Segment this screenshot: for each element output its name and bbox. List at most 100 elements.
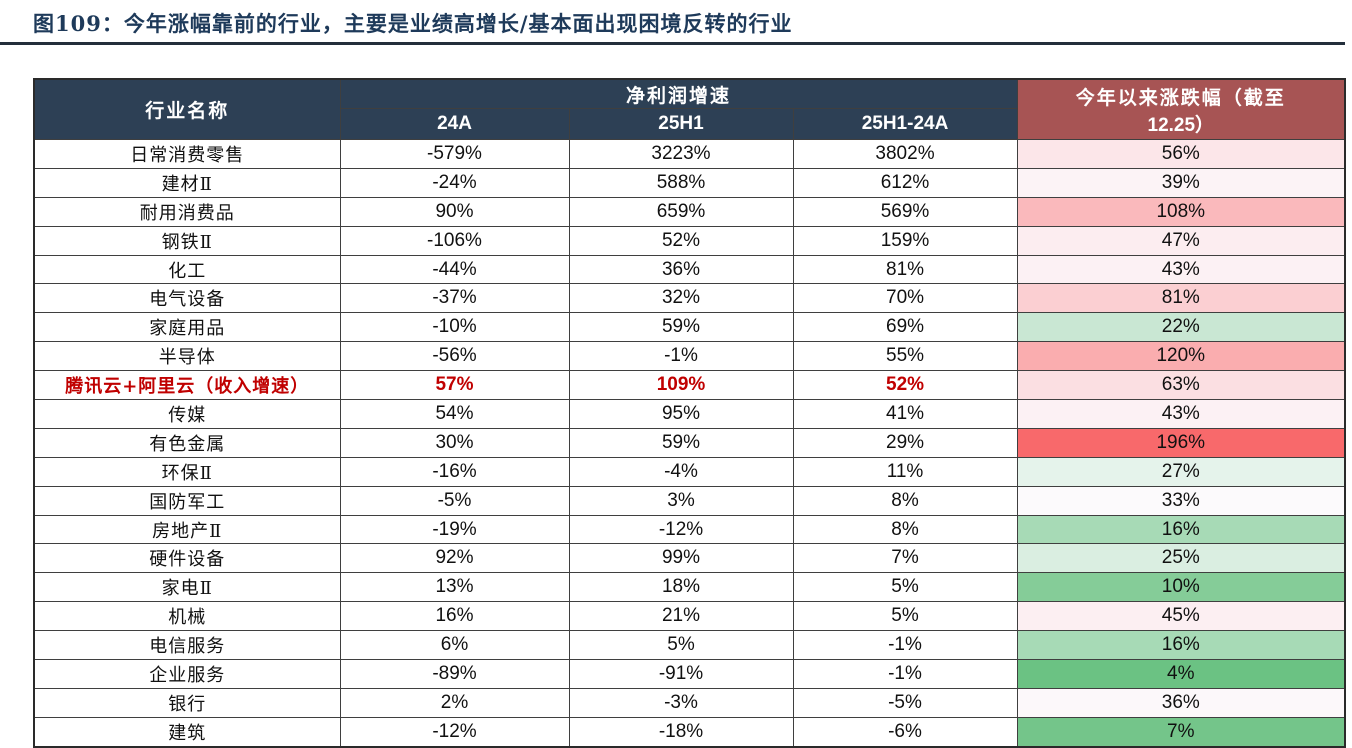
cell-24a: 13% bbox=[339, 572, 570, 603]
cell-25h1: 59% bbox=[568, 312, 794, 343]
cell-25h1-24a: -5% bbox=[792, 687, 1018, 718]
cell-24a: -106% bbox=[339, 225, 570, 256]
table-row: 建材Ⅱ -24% 588% 612% 39% bbox=[33, 167, 1346, 198]
cell-24a: 57% bbox=[339, 370, 570, 401]
cell-24a: -44% bbox=[339, 254, 570, 285]
cell-25h1: 5% bbox=[568, 630, 794, 661]
table-row: 银行 2% -3% -5% 36% bbox=[33, 687, 1346, 718]
cell-25h1-24a: -1% bbox=[792, 659, 1018, 689]
cell-24a: 54% bbox=[339, 399, 570, 429]
cell-industry-name: 电信服务 bbox=[33, 630, 341, 661]
cell-ytd-change: 10% bbox=[1016, 572, 1346, 603]
header-industry-name: 行业名称 bbox=[33, 78, 341, 140]
cell-25h1-24a: -1% bbox=[792, 630, 1018, 661]
cell-25h1-24a: 569% bbox=[792, 196, 1018, 227]
table-row: 国防军工 -5% 3% 8% 33% bbox=[33, 485, 1346, 516]
cell-25h1-24a: 3802% bbox=[792, 139, 1018, 169]
cell-25h1-24a: 5% bbox=[792, 572, 1018, 603]
cell-25h1: 3223% bbox=[568, 139, 794, 169]
cell-ytd-change: 16% bbox=[1016, 630, 1346, 661]
cell-24a: -12% bbox=[339, 716, 570, 748]
cell-25h1: 52% bbox=[568, 225, 794, 256]
cell-25h1: 109% bbox=[568, 370, 794, 401]
cell-industry-name: 家电Ⅱ bbox=[33, 572, 341, 603]
cell-25h1-24a: 81% bbox=[792, 254, 1018, 285]
table-row: 日常消费零售 -579% 3223% 3802% 56% bbox=[33, 139, 1346, 169]
cell-industry-name: 房地产Ⅱ bbox=[33, 514, 341, 545]
industry-gains-table: 行业名称 净利润增速 今年以来涨跌幅（截至 12.25） 24A 25H1 25… bbox=[33, 78, 1347, 748]
cell-25h1-24a: 8% bbox=[792, 485, 1018, 516]
cell-25h1: 59% bbox=[568, 427, 794, 458]
cell-ytd-change: 120% bbox=[1016, 341, 1346, 372]
cell-25h1: -12% bbox=[568, 514, 794, 545]
cell-ytd-change: 108% bbox=[1016, 196, 1346, 227]
cell-25h1-24a: 55% bbox=[792, 341, 1018, 372]
header-ytd-change: 今年以来涨跌幅（截至 12.25） bbox=[1016, 78, 1346, 140]
cell-24a: -5% bbox=[339, 485, 570, 516]
cell-25h1: 588% bbox=[568, 167, 794, 198]
cell-ytd-change: 22% bbox=[1016, 312, 1346, 343]
cell-24a: -37% bbox=[339, 283, 570, 314]
cell-25h1: -4% bbox=[568, 456, 794, 487]
cell-25h1: 95% bbox=[568, 399, 794, 429]
header-25h1: 25H1 bbox=[568, 108, 794, 140]
cell-25h1-24a: -6% bbox=[792, 716, 1018, 748]
cell-industry-name: 日常消费零售 bbox=[33, 139, 341, 169]
table-row: 家庭用品 -10% 59% 69% 22% bbox=[33, 312, 1346, 343]
table-row: 传媒 54% 95% 41% 43% bbox=[33, 399, 1346, 429]
cell-25h1-24a: 612% bbox=[792, 167, 1018, 198]
table-row: 腾讯云+阿里云（收入增速） 57% 109% 52% 63% bbox=[33, 370, 1346, 401]
cell-ytd-change: 36% bbox=[1016, 687, 1346, 718]
cell-25h1: 99% bbox=[568, 543, 794, 574]
cell-ytd-change: 56% bbox=[1016, 139, 1346, 169]
cell-24a: -10% bbox=[339, 312, 570, 343]
table-row: 环保Ⅱ -16% -4% 11% 27% bbox=[33, 456, 1346, 487]
cell-24a: -24% bbox=[339, 167, 570, 198]
header-24a: 24A bbox=[339, 108, 570, 140]
cell-25h1-24a: 29% bbox=[792, 427, 1018, 458]
cell-ytd-change: 16% bbox=[1016, 514, 1346, 545]
cell-25h1: 32% bbox=[568, 283, 794, 314]
cell-25h1-24a: 5% bbox=[792, 601, 1018, 632]
table-row: 耐用消费品 90% 659% 569% 108% bbox=[33, 196, 1346, 227]
header-ytd-change-line1: 今年以来涨跌幅（截至 bbox=[1075, 86, 1286, 109]
cell-24a: 30% bbox=[339, 427, 570, 458]
cell-ytd-change: 45% bbox=[1016, 601, 1346, 632]
cell-ytd-change: 196% bbox=[1016, 427, 1346, 458]
cell-industry-name: 环保Ⅱ bbox=[33, 456, 341, 487]
cell-25h1-24a: 11% bbox=[792, 456, 1018, 487]
cell-industry-name: 化工 bbox=[33, 254, 341, 285]
table-header: 行业名称 净利润增速 今年以来涨跌幅（截至 12.25） 24A 25H1 25… bbox=[33, 78, 1346, 140]
cell-industry-name: 钢铁Ⅱ bbox=[33, 225, 341, 256]
cell-25h1: 21% bbox=[568, 601, 794, 632]
cell-24a: 90% bbox=[339, 196, 570, 227]
cell-ytd-change: 27% bbox=[1016, 456, 1346, 487]
cell-25h1: -3% bbox=[568, 687, 794, 718]
header-ytd-change-line2: 12.25） bbox=[1147, 114, 1215, 136]
table-row: 钢铁Ⅱ -106% 52% 159% 47% bbox=[33, 225, 1346, 256]
table-row: 半导体 -56% -1% 55% 120% bbox=[33, 341, 1346, 372]
cell-industry-name: 国防军工 bbox=[33, 485, 341, 516]
cell-industry-name: 建筑 bbox=[33, 716, 341, 748]
table-body: 日常消费零售 -579% 3223% 3802% 56% 建材Ⅱ -24% 588% 612% 3… bbox=[33, 139, 1346, 748]
cell-industry-name: 半导体 bbox=[33, 341, 341, 372]
header-net-profit-growth: 净利润增速 bbox=[339, 78, 1018, 109]
cell-industry-name: 银行 bbox=[33, 687, 341, 718]
cell-industry-name: 耐用消费品 bbox=[33, 196, 341, 227]
cell-24a: 2% bbox=[339, 687, 570, 718]
table-row: 化工 -44% 36% 81% 43% bbox=[33, 254, 1346, 285]
cell-24a: 6% bbox=[339, 630, 570, 661]
cell-24a: 92% bbox=[339, 543, 570, 574]
cell-25h1: 659% bbox=[568, 196, 794, 227]
cell-24a: -19% bbox=[339, 514, 570, 545]
table-row: 硬件设备 92% 99% 7% 25% bbox=[33, 543, 1346, 574]
table-row: 有色金属 30% 59% 29% 196% bbox=[33, 427, 1346, 458]
cell-ytd-change: 47% bbox=[1016, 225, 1346, 256]
cell-industry-name: 硬件设备 bbox=[33, 543, 341, 574]
table-row: 机械 16% 21% 5% 45% bbox=[33, 601, 1346, 632]
cell-25h1-24a: 41% bbox=[792, 399, 1018, 429]
table-row: 电气设备 -37% 32% 70% 81% bbox=[33, 283, 1346, 314]
cell-24a: -56% bbox=[339, 341, 570, 372]
cell-24a: -89% bbox=[339, 659, 570, 689]
cell-24a: -16% bbox=[339, 456, 570, 487]
